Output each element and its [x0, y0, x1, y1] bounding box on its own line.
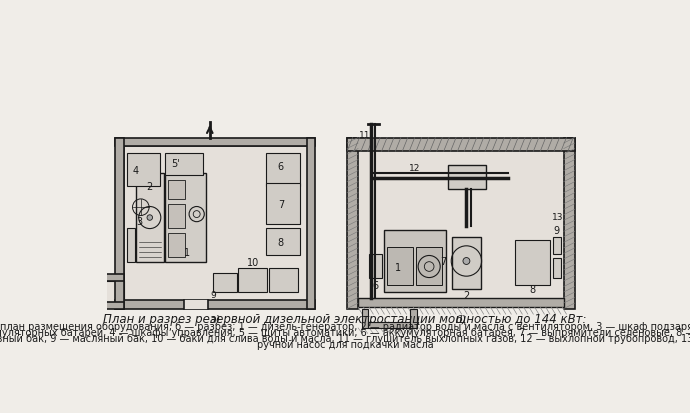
Text: 2: 2	[147, 182, 153, 192]
Bar	[136, 173, 164, 263]
Bar	[115, 138, 124, 309]
Bar	[127, 153, 160, 186]
Text: ливный бак, 9 — масляный бак, 10 — баки для слива воды и масла, 11 — глушитель в: ливный бак, 9 — масляный бак, 10 — баки …	[0, 333, 690, 344]
Bar	[165, 153, 203, 176]
Text: 5': 5'	[171, 159, 179, 169]
Text: а — план размещения оборудования, б — разрез; 1 — дизель-генератор, 2 — радиатор: а — план размещения оборудования, б — ра…	[0, 321, 690, 331]
Text: 1: 1	[395, 262, 401, 272]
Bar	[387, 248, 413, 285]
Bar	[115, 138, 315, 147]
Text: ручной насос для подкачки масла: ручной насос для подкачки масла	[257, 339, 433, 350]
Bar	[127, 228, 135, 263]
Text: 9: 9	[210, 291, 216, 299]
Bar	[347, 138, 575, 152]
Text: 4: 4	[133, 166, 139, 176]
Bar	[266, 184, 300, 225]
Text: 6: 6	[373, 280, 378, 290]
Bar	[307, 138, 315, 309]
Text: аккумуляторных батарей, 4 — шкафы управления, 5 — щиты автоматики, 6 — аккумулят: аккумуляторных батарей, 4 — шкафы управл…	[0, 327, 690, 337]
Bar	[553, 237, 561, 254]
Bar	[168, 180, 185, 199]
Text: 13: 13	[553, 212, 564, 221]
Bar	[168, 204, 185, 228]
Text: 2: 2	[463, 291, 469, 301]
Bar	[515, 241, 550, 285]
Text: 3: 3	[137, 216, 143, 226]
Bar	[266, 153, 300, 186]
Bar	[103, 275, 124, 281]
Bar	[168, 233, 185, 257]
Bar	[124, 147, 307, 301]
Bar	[369, 254, 382, 279]
Text: 10: 10	[247, 258, 259, 268]
Bar	[266, 228, 300, 256]
Text: б): б)	[455, 313, 466, 323]
Bar	[358, 298, 564, 307]
Text: 11: 11	[359, 130, 371, 139]
Text: 8: 8	[530, 284, 535, 294]
Bar	[184, 301, 208, 309]
Bar	[368, 323, 410, 328]
Text: 9: 9	[553, 225, 560, 235]
Bar	[238, 268, 267, 292]
Bar	[95, 275, 103, 309]
Text: 12: 12	[409, 163, 420, 172]
Bar	[103, 281, 124, 302]
Bar	[347, 138, 358, 309]
Bar	[103, 302, 124, 309]
Bar	[358, 152, 564, 298]
Bar	[115, 301, 315, 309]
Bar	[452, 237, 481, 289]
Text: 7: 7	[440, 256, 446, 266]
Bar	[564, 138, 575, 309]
Bar	[269, 268, 298, 292]
Text: 1: 1	[184, 247, 190, 257]
Bar	[416, 248, 442, 285]
Text: План и разрез резервной дизельной электростанции мощностью до 144 кВт:: План и разрез резервной дизельной электр…	[104, 312, 586, 325]
Bar	[362, 309, 368, 328]
Text: 6: 6	[278, 162, 284, 172]
Circle shape	[147, 215, 152, 221]
Text: 7: 7	[277, 199, 284, 209]
Text: а): а)	[210, 313, 221, 323]
Bar	[384, 230, 446, 292]
Bar	[410, 309, 417, 328]
Bar	[165, 173, 206, 263]
Text: 8: 8	[278, 237, 284, 247]
Circle shape	[463, 258, 470, 265]
Bar	[213, 273, 237, 292]
Bar	[553, 258, 561, 279]
Bar	[448, 166, 486, 190]
